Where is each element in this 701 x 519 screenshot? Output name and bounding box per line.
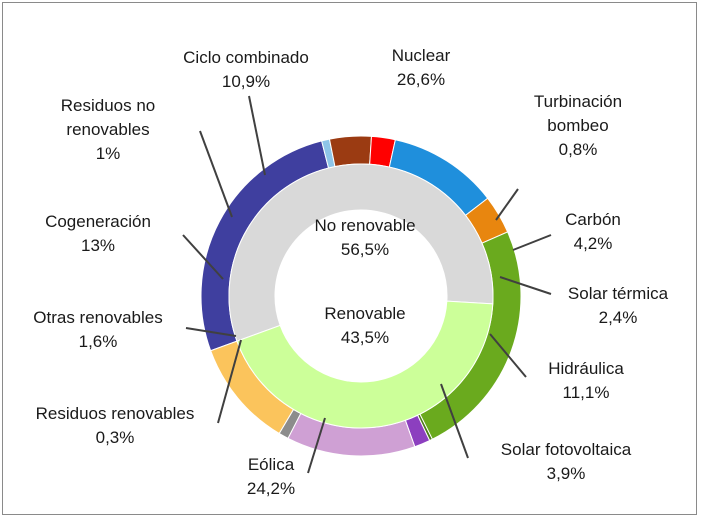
inner-label-renovable: Renovable 43,5% [324,304,405,347]
label-value: 0,8% [559,140,598,159]
leader-eolica [307,417,326,474]
label-name: renovables [66,120,149,139]
label-name: Solar térmica [568,284,669,303]
leader-solar-termica [499,276,552,295]
inner-labels: No renovable 56,5% Renovable 43,5% [314,216,415,347]
leader-lines [182,95,552,474]
leader-carbon [512,234,552,251]
leader-turbinacion-bombeo [495,188,519,221]
label-hidraulica: Hidráulica 11,1% [548,359,624,402]
leader-solar-fotovoltaica [440,383,469,459]
label-name: Hidráulica [548,359,624,378]
label-value: 11,1% [563,383,610,402]
label-name: Eólica [248,455,295,474]
donut-chart: Nuclear 26,6% Turbinación bombeo 0,8% Carbón 4… [33,46,668,498]
label-value: 4,2% [574,234,613,253]
inner-label-value: 43,5% [341,328,389,347]
leader-residuos-no-renovables [199,130,233,218]
label-solar-fotovoltaica: Solar fotovoltaica 3,9% [501,440,632,483]
chart-frame: Nuclear 26,6% Turbinación bombeo 0,8% Carbón 4… [2,2,697,515]
label-value: 3,9% [547,464,586,483]
leader-cogeneracion [182,234,224,280]
label-value: 10,9% [222,72,270,91]
label-turbinacion-bombeo: Turbinación bombeo 0,8% [534,92,622,159]
label-name: Solar fotovoltaica [501,440,632,459]
label-otras-renovables: Otras renovables 1,6% [33,308,162,351]
label-name: Nuclear [392,46,451,65]
leader-residuos-renovables [217,339,242,424]
label-name: Residuos renovables [36,404,195,423]
label-ciclo-combinado: Ciclo combinado 10,9% [183,48,309,91]
label-solar-termica: Solar térmica 2,4% [568,284,669,327]
inner-label-no-renovable: No renovable 56,5% [314,216,415,259]
label-value: 1% [96,144,121,163]
leader-ciclo-combinado [248,95,266,176]
donut-hole [275,210,447,382]
label-name: Residuos no [61,96,156,115]
inner-label-name: Renovable [324,304,405,323]
label-carbon: Carbón 4,2% [565,210,621,253]
label-residuos-renovables: Residuos renovables 0,3% [36,404,195,447]
label-value: 0,3% [96,428,135,447]
label-name: Turbinación [534,92,622,111]
leader-hidraulica [489,333,527,378]
label-name: bombeo [547,116,608,135]
leader-otras-renovables [185,327,237,337]
outer-labels: Nuclear 26,6% Turbinación bombeo 0,8% Carbón 4… [33,46,668,498]
inner-label-name: No renovable [314,216,415,235]
label-name: Otras renovables [33,308,162,327]
label-value: 1,6% [79,332,118,351]
label-name: Carbón [565,210,621,229]
label-name: Ciclo combinado [183,48,309,67]
label-value: 24,2% [247,479,295,498]
label-cogeneracion: Cogeneración 13% [45,212,151,255]
slice-carbon [328,135,373,168]
label-name: Cogeneración [45,212,151,231]
inner-label-value: 56,5% [341,240,389,259]
label-value: 13% [81,236,115,255]
label-value: 26,6% [397,70,445,89]
label-residuos-no-renovables: Residuos no renovables 1% [61,96,156,163]
label-value: 2,4% [599,308,638,327]
label-eolica: Eólica 24,2% [247,455,295,498]
label-nuclear: Nuclear 26,6% [392,46,451,89]
